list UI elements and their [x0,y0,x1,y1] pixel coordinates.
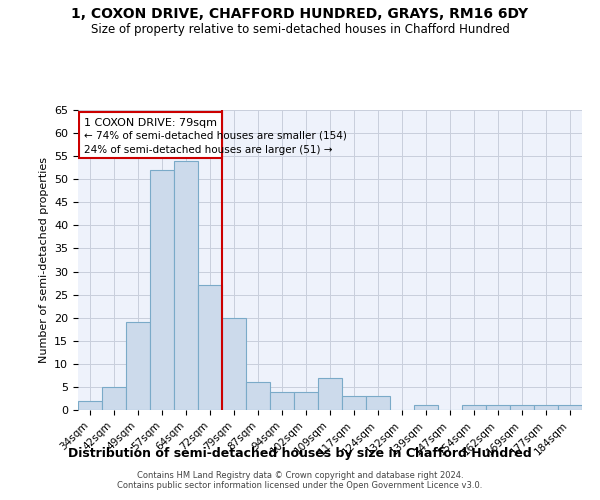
Bar [318,378,342,410]
Text: Distribution of semi-detached houses by size in Chafford Hundred: Distribution of semi-detached houses by … [68,448,532,460]
Bar [558,406,582,410]
Bar [150,170,174,410]
Text: 1 COXON DRIVE: 79sqm: 1 COXON DRIVE: 79sqm [84,118,217,128]
Text: Contains HM Land Registry data © Crown copyright and database right 2024.
Contai: Contains HM Land Registry data © Crown c… [118,470,482,490]
Bar [102,387,126,410]
Y-axis label: Number of semi-detached properties: Number of semi-detached properties [38,157,49,363]
Bar [462,406,486,410]
Bar [366,396,390,410]
Text: ← 74% of semi-detached houses are smaller (154): ← 74% of semi-detached houses are smalle… [84,131,347,141]
Bar [270,392,294,410]
Bar [294,392,318,410]
Bar [174,161,198,410]
Bar [486,406,510,410]
Text: 24% of semi-detached houses are larger (51) →: 24% of semi-detached houses are larger (… [84,144,332,154]
Bar [414,406,438,410]
Bar [510,406,534,410]
Bar [126,322,150,410]
Text: Size of property relative to semi-detached houses in Chafford Hundred: Size of property relative to semi-detach… [91,22,509,36]
Bar [222,318,246,410]
Bar [246,382,270,410]
Bar [534,406,558,410]
FancyBboxPatch shape [79,112,222,158]
Bar [78,401,102,410]
Text: 1, COXON DRIVE, CHAFFORD HUNDRED, GRAYS, RM16 6DY: 1, COXON DRIVE, CHAFFORD HUNDRED, GRAYS,… [71,8,529,22]
Bar [198,286,222,410]
Bar [342,396,366,410]
